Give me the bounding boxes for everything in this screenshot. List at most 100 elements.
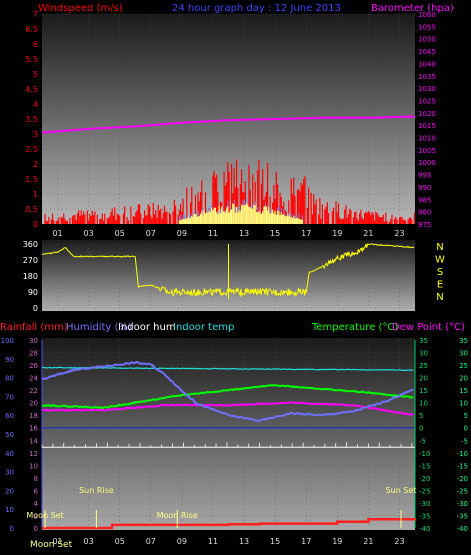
direction-tick-label: 270 [23, 256, 38, 265]
wind-speed-bar [303, 179, 305, 224]
sunshine-bar [184, 218, 187, 224]
label-layer: 0 0.5 1 1.5 2 2.5 3 3.5 4 4.5 5 5.5 6 6.5 7 975 980 985 99… [1, 10, 468, 546]
wind-speed-bar [76, 213, 79, 224]
sunshine-bar [252, 208, 254, 224]
rainfall-tick-label: 26 [29, 362, 38, 370]
wind-speed-bar [46, 221, 49, 224]
sunshine-bar [250, 208, 253, 224]
compass-label: N [436, 292, 443, 303]
wind-speed-bar [214, 177, 217, 224]
sunshine-bar [289, 217, 291, 224]
wind-speed-bar [71, 216, 74, 224]
wind-speed-bar [345, 205, 347, 224]
baro-tick-label: 1060 [418, 11, 436, 19]
event-label: Moon Rise [157, 511, 198, 520]
wind-speed-bar [332, 207, 335, 224]
wind-speed-bar [74, 215, 76, 224]
wind-speed-bar [383, 221, 386, 224]
humidity-tick-label: 90 [5, 356, 14, 364]
wind-speed-bar [83, 211, 85, 224]
baro-tick-label: 975 [418, 221, 431, 229]
wind-speed-bar [398, 217, 401, 224]
humidity-tick-label: 10 [5, 506, 14, 514]
gust-bar [240, 209, 241, 212]
wind-speed-bar [342, 218, 345, 224]
temperature-tick-label: -30 [419, 500, 430, 508]
wind-speed-bar [365, 211, 367, 224]
humidity-tick-label: 40 [5, 450, 14, 458]
compass-label: N [436, 242, 443, 253]
sunshine-bar [300, 219, 302, 224]
gust-bar [269, 209, 271, 214]
wind-speed-bar [366, 212, 368, 224]
wind-tick-label: 6 [33, 40, 38, 49]
gust-bar [225, 210, 226, 213]
rainfall-tick-label: 10 [29, 462, 38, 470]
hour-tick-label: 23 [394, 229, 404, 238]
wind-speed-bar [166, 211, 168, 224]
wind-speed-bar [147, 204, 149, 224]
rainfall-tick-label: 4 [34, 500, 39, 508]
wind-speed-bar [117, 214, 120, 224]
wind-speed-bar [234, 186, 236, 224]
dewpoint-tick-label: 5 [464, 412, 468, 420]
temperature-tick-label: -5 [419, 437, 426, 445]
wind-speed-bar [63, 213, 65, 224]
gust-bar [283, 208, 285, 215]
dewpoint-tick-label: -15 [457, 462, 468, 470]
compass-label: S [437, 267, 443, 278]
wind-tick-label: 2 [33, 160, 38, 169]
sunshine-bar [234, 212, 236, 224]
sunshine-bar [298, 218, 300, 224]
dewpoint-tick-label: -35 [457, 512, 468, 520]
sunshine-bar [279, 214, 281, 224]
sunshine-bar [180, 219, 182, 224]
gust-bar [206, 209, 208, 213]
temperature-tick-label: 25 [419, 362, 428, 370]
wind-speed-bar [197, 192, 199, 224]
sunshine-bar [272, 209, 274, 224]
wind-speed-bar [96, 214, 98, 224]
rainfall-tick-label: 30 [29, 337, 38, 345]
sunshine-bar [290, 217, 292, 224]
dewpoint-tick-label: 15 [459, 387, 468, 395]
gust-bar [201, 209, 203, 212]
wind-speed-bar [301, 184, 304, 224]
wind-speed-bar [198, 201, 200, 224]
gust-bar [233, 199, 235, 205]
wind-speed-bar [100, 218, 102, 224]
gust-bar [243, 199, 245, 205]
humidity-tick-label: 100 [1, 337, 14, 345]
baro-tick-label: 1035 [418, 73, 436, 81]
wind-speed-bar [372, 213, 374, 224]
dewpoint-tick-label: 10 [459, 400, 468, 408]
gust-bar [179, 215, 180, 221]
sunshine-bar [206, 212, 208, 224]
wind-speed-bar [152, 202, 154, 224]
wind-speed-bar [240, 169, 243, 224]
sunshine-bar [186, 218, 188, 224]
wind-tick-label: 0 [33, 220, 38, 229]
wind-speed-bar [112, 215, 115, 224]
wind-speed-bar [99, 218, 101, 224]
wind-speed-bar [88, 220, 90, 224]
sunshine-bar [291, 217, 294, 224]
hour-tick-label: 03 [84, 229, 94, 238]
hour-tick-label: 17 [301, 537, 311, 546]
footer-label: Moon Set [30, 540, 73, 550]
dewpoint-tick-label: -30 [457, 500, 468, 508]
sunshine-bar [223, 211, 225, 224]
wind-speed-bar [135, 212, 137, 224]
gust-bar [294, 215, 296, 219]
gust-bar [220, 208, 221, 214]
rainfall-tick-label: 20 [29, 400, 38, 408]
sunshine-bar [265, 206, 267, 224]
wind-speed-bar [91, 210, 93, 224]
wind-speed-bar [370, 214, 372, 224]
wind-tick-label: 4 [33, 100, 38, 109]
wind-speed-bar [400, 216, 402, 224]
humidity-tick-label: 50 [5, 431, 14, 439]
temperature-tick-label: -35 [419, 512, 430, 520]
wind-speed-bar [53, 220, 55, 224]
wind-speed-bar [368, 212, 371, 224]
